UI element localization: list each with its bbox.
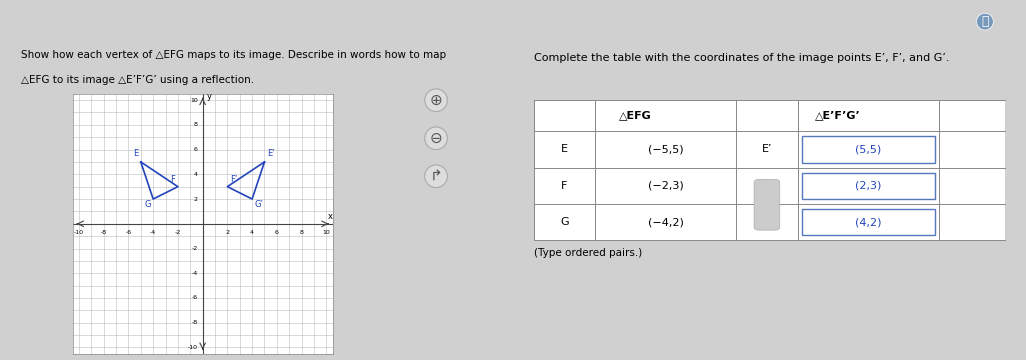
FancyBboxPatch shape: [802, 136, 936, 162]
Text: (Type ordered pairs.): (Type ordered pairs.): [534, 248, 642, 258]
Text: Show how each vertex of △EFG maps to its image. Describe in words how to map: Show how each vertex of △EFG maps to its…: [21, 50, 445, 59]
Text: F’: F’: [762, 181, 773, 191]
FancyBboxPatch shape: [754, 179, 780, 230]
Text: ↱: ↱: [430, 169, 442, 184]
FancyBboxPatch shape: [802, 209, 936, 235]
Text: (−4,2): (−4,2): [647, 217, 683, 227]
Text: ⊕: ⊕: [430, 93, 442, 108]
Text: (−2,3): (−2,3): [647, 181, 683, 191]
Text: (2,3): (2,3): [856, 181, 881, 191]
Text: E: E: [560, 144, 567, 154]
Text: ⊖: ⊖: [430, 131, 442, 146]
Text: ...: ...: [762, 201, 772, 209]
Text: G: G: [560, 217, 568, 227]
Text: (5,5): (5,5): [856, 144, 881, 154]
Text: E’: E’: [762, 144, 773, 154]
Text: (4,2): (4,2): [856, 217, 882, 227]
FancyBboxPatch shape: [802, 173, 936, 199]
Text: Complete the table with the coordinates of the image points E’, F’, and G’.: Complete the table with the coordinates …: [534, 53, 949, 63]
Text: G’: G’: [761, 217, 774, 227]
Text: F: F: [561, 181, 567, 191]
Text: △E’F’G’: △E’F’G’: [815, 111, 861, 121]
Text: △EFG: △EFG: [619, 111, 652, 121]
Text: △EFG to its image △E’F’G’ using a reflection.: △EFG to its image △E’F’G’ using a reflec…: [21, 75, 253, 85]
Text: ⓘ: ⓘ: [981, 15, 989, 28]
Text: (−5,5): (−5,5): [647, 144, 683, 154]
Bar: [534, 100, 1005, 240]
